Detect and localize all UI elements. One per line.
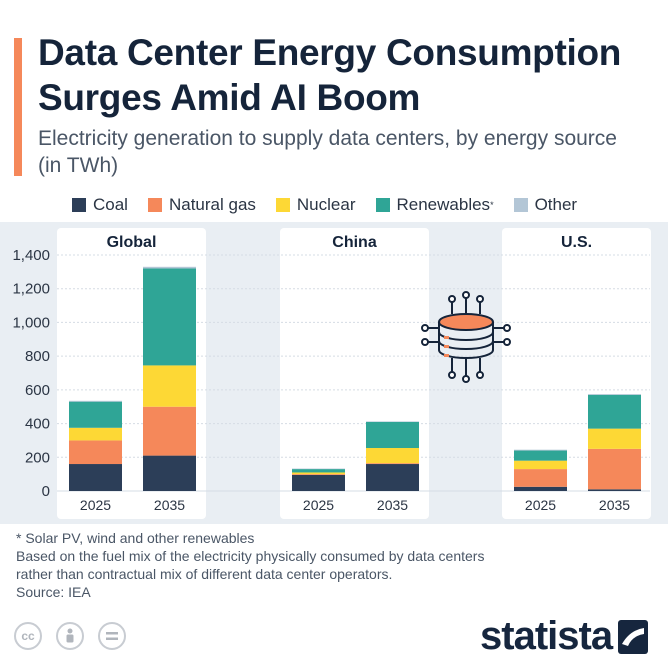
bar-segment-natural-gas bbox=[588, 448, 641, 490]
x-tick-label: 2025 bbox=[303, 497, 334, 513]
bar-segment-nuclear bbox=[69, 427, 122, 441]
legend-swatch-coal bbox=[72, 198, 86, 212]
x-axis-labels: 2025 2035 2025 2035 2025 2035 bbox=[80, 497, 630, 513]
legend-label-renewables: Renewables bbox=[396, 195, 491, 214]
y-tick-label: 800 bbox=[25, 348, 50, 365]
legend-swatch-other bbox=[513, 198, 528, 212]
group-label: Global bbox=[107, 234, 157, 251]
cc-icon[interactable]: cc bbox=[14, 622, 42, 650]
bar-segment-natural-gas bbox=[366, 463, 419, 465]
bar-segment-renewables bbox=[292, 469, 345, 473]
bar-segment-natural-gas bbox=[143, 406, 196, 456]
bar-segment-renewables bbox=[143, 268, 196, 366]
page-subtitle: Electricity generation to supply data ce… bbox=[38, 127, 617, 177]
legend-renewables-marker: * bbox=[490, 200, 494, 210]
y-tick-label: 200 bbox=[25, 449, 50, 466]
y-tick-label: 1,000 bbox=[12, 314, 50, 331]
legend-label-coal: Coal bbox=[93, 195, 128, 214]
bar-segment-coal bbox=[514, 486, 567, 491]
bar-segment-other bbox=[366, 421, 419, 422]
group-labels: Global China U.S. bbox=[107, 234, 592, 251]
legend-swatch-nuclear bbox=[275, 198, 290, 212]
bar-segment-nuclear bbox=[514, 460, 567, 470]
footnote-line-1: * Solar PV, wind and other renewables bbox=[16, 530, 255, 546]
statista-brand[interactable]: statista bbox=[480, 614, 649, 659]
legend-label-nuclear: Nuclear bbox=[296, 195, 356, 214]
bar-segment-renewables bbox=[588, 394, 641, 429]
no-derivatives-icon[interactable] bbox=[98, 622, 126, 650]
bar-segment-nuclear bbox=[366, 448, 419, 464]
legend: Coal Natural gas Nuclear Renewables * Oth… bbox=[72, 195, 597, 215]
statista-logo-icon bbox=[618, 619, 649, 654]
footnote: * Solar PV, wind and other renewables Ba… bbox=[16, 529, 484, 583]
x-tick-label: 2035 bbox=[377, 497, 408, 513]
group-label: U.S. bbox=[561, 234, 592, 251]
data-server-icon bbox=[421, 291, 511, 383]
statista-wordmark: statista bbox=[480, 614, 613, 658]
y-tick-label: 0 bbox=[42, 483, 50, 500]
y-tick-label: 400 bbox=[25, 416, 50, 433]
bar-segment-other bbox=[514, 449, 567, 451]
group-label: China bbox=[332, 234, 377, 251]
chart-bars bbox=[69, 266, 641, 491]
bar-segment-nuclear bbox=[588, 428, 641, 449]
footnote-line-3: rather than contractual mix of different… bbox=[16, 566, 393, 582]
bar-segment-natural-gas bbox=[292, 474, 345, 475]
attribution-icon[interactable] bbox=[56, 622, 84, 650]
x-tick-label: 2025 bbox=[525, 497, 556, 513]
bar-segment-renewables bbox=[69, 401, 122, 428]
bar-segment-natural-gas bbox=[69, 440, 122, 465]
x-tick-label: 2035 bbox=[154, 497, 185, 513]
legend-swatch-natural-gas bbox=[147, 198, 162, 212]
bar-segment-other bbox=[292, 468, 345, 470]
legend-item-coal: Coal bbox=[72, 195, 128, 215]
legend-swatch-renewables bbox=[375, 198, 390, 212]
bar-segment-renewables bbox=[366, 421, 419, 449]
bar-segment-other bbox=[588, 394, 641, 395]
legend-item-other: Other bbox=[513, 195, 578, 215]
bar-segment-nuclear bbox=[143, 365, 196, 407]
bar-segment-coal bbox=[588, 489, 641, 491]
bar-segment-coal bbox=[292, 474, 345, 491]
source-note: Source: IEA bbox=[16, 584, 91, 600]
y-tick-label: 600 bbox=[25, 382, 50, 399]
bar-segment-renewables bbox=[514, 450, 567, 461]
y-tick-label: 1,400 bbox=[12, 247, 50, 264]
legend-item-renewables: Renewables * bbox=[375, 195, 494, 215]
bar-segment-other bbox=[69, 400, 122, 402]
legend-label-other: Other bbox=[534, 195, 578, 214]
stacked-bar-chart: 0 200 400 600 800 1,000 1,200 1,400 Global China… bbox=[0, 222, 668, 524]
bar-segment-natural-gas bbox=[514, 469, 567, 487]
legend-item-natural-gas: Natural gas bbox=[147, 195, 256, 215]
bar-segment-coal bbox=[69, 464, 122, 491]
x-tick-label: 2025 bbox=[80, 497, 111, 513]
accent-bar bbox=[14, 38, 22, 176]
legend-label-natural-gas: Natural gas bbox=[168, 195, 256, 214]
footnote-line-2: Based on the fuel mix of the electricity… bbox=[16, 548, 485, 564]
bar-segment-coal bbox=[366, 464, 419, 491]
y-axis-ticks: 0 200 400 600 800 1,000 1,200 1,400 bbox=[12, 247, 50, 500]
x-tick-label: 2035 bbox=[599, 497, 630, 513]
bar-segment-nuclear bbox=[292, 472, 345, 475]
bar-segment-other bbox=[143, 266, 196, 269]
page-title: Data Center Energy Consumption Surges Am… bbox=[38, 32, 622, 118]
bar-segment-coal bbox=[143, 455, 196, 491]
license-icons: cc bbox=[14, 622, 140, 650]
y-tick-label: 1,200 bbox=[12, 281, 50, 298]
legend-item-nuclear: Nuclear bbox=[275, 195, 356, 215]
